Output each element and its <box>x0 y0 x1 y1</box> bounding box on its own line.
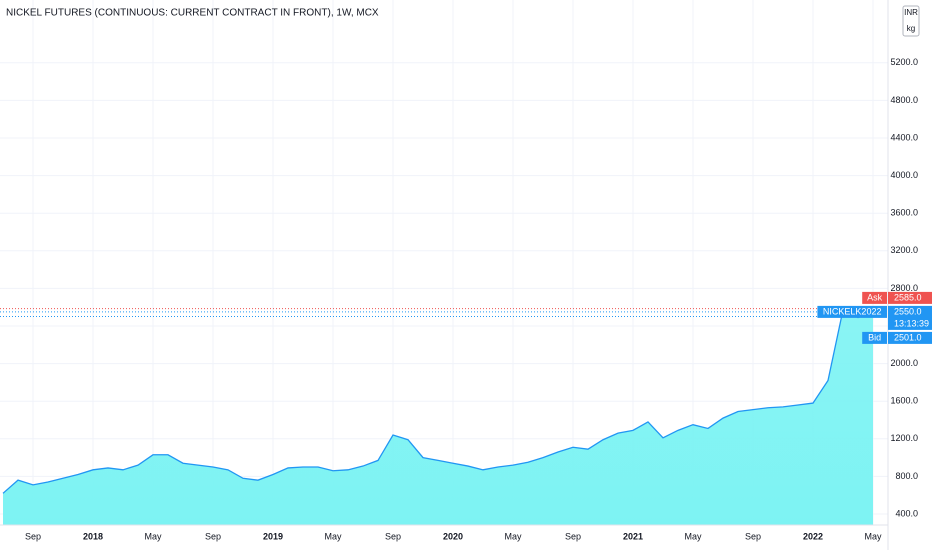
x-tick-label: 2021 <box>623 531 643 541</box>
currency: INR <box>904 8 918 17</box>
quote-name: Bid <box>868 332 881 342</box>
area-fill <box>3 310 873 525</box>
chart-title: NICKEL FUTURES (CONTINUOUS: CURRENT CONT… <box>6 8 379 19</box>
x-tick-label: May <box>684 531 702 541</box>
x-tick-label: Sep <box>205 531 221 541</box>
unit-box[interactable] <box>902 5 920 37</box>
x-tick-label: Sep <box>385 531 401 541</box>
quote-name-box <box>817 305 887 318</box>
x-tick-label: May <box>504 531 522 541</box>
y-tick-label: 400.0 <box>895 508 918 518</box>
x-tick-label: Sep <box>745 531 761 541</box>
y-tick-label: 4000.0 <box>890 170 918 180</box>
x-tick-label: Sep <box>25 531 41 541</box>
x-tick-label: May <box>324 531 342 541</box>
x-tick-label: 2022 <box>803 531 823 541</box>
quote-value-box <box>888 305 932 330</box>
quote-name-box <box>862 291 887 304</box>
quote-value-box <box>888 331 932 344</box>
plot <box>0 308 888 525</box>
quote-name: NICKELK2022 <box>823 306 882 316</box>
unit: kg <box>907 24 915 33</box>
axis: 400.0800.01200.01600.02000.02400.02800.0… <box>25 57 932 541</box>
x-tick-label: 2019 <box>263 531 283 541</box>
countdown: 13:13:39 <box>894 318 929 328</box>
y-tick-label: 2800.0 <box>890 283 918 293</box>
quote-name: Ask <box>867 292 883 302</box>
quote-name-box <box>862 331 887 344</box>
y-tick-label: 3200.0 <box>890 245 918 255</box>
x-tick-label: 2020 <box>443 531 463 541</box>
x-tick-label: Sep <box>565 531 581 541</box>
y-tick-label: 4400.0 <box>890 132 918 142</box>
y-tick-label: 1600.0 <box>890 396 918 406</box>
y-tick-label: 800.0 <box>895 471 918 481</box>
y-tick-label: 3600.0 <box>890 208 918 218</box>
x-tick-label: May <box>144 531 162 541</box>
y-tick-label: 4800.0 <box>890 95 918 105</box>
quote-value: 2585.0 <box>894 292 922 302</box>
y-tick-label: 2000.0 <box>890 358 918 368</box>
x-tick-label: 2018 <box>83 531 103 541</box>
y-tick-label: 1200.0 <box>890 433 918 443</box>
grid <box>0 0 888 525</box>
quote-value: 2550.0 <box>894 306 922 316</box>
x-tick-label: May <box>864 531 882 541</box>
quote-value-box <box>888 291 932 304</box>
quote-value: 2501.0 <box>894 332 922 342</box>
price-line <box>2 309 874 494</box>
y-tick-label: 5200.0 <box>890 57 918 67</box>
